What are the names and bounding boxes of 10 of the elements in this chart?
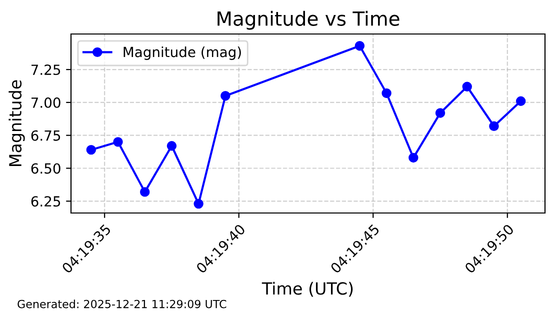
chart-title: Magnitude vs Time <box>218 10 400 30</box>
y-axis-title: Magnitude <box>8 80 25 166</box>
x-axis-title: Time (UTC) <box>262 282 353 297</box>
legend-label: Magnitude (mag) <box>124 46 241 60</box>
text: Generated: 2025-12-21 11:29:09 UTC <box>18 300 226 308</box>
y-tick-label: 7.25 <box>31 64 60 76</box>
y-tick-label: 6.50 <box>31 163 60 174</box>
y-tick-label: 7.00 <box>31 97 60 108</box>
y-tick-label: 6.25 <box>31 196 60 207</box>
y-tick-label: 6.75 <box>31 130 60 141</box>
